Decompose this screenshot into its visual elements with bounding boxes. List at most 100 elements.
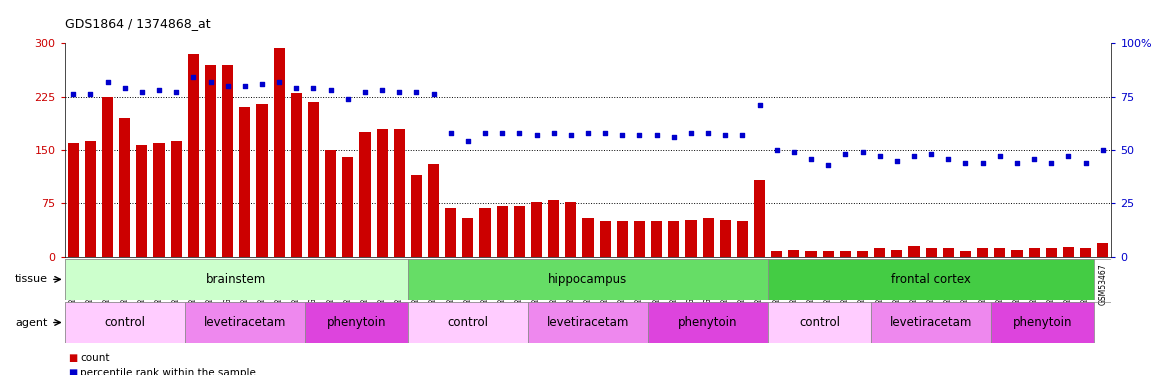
- Point: [425, 92, 443, 98]
- Point: [888, 158, 907, 164]
- Point: [149, 87, 168, 93]
- Text: control: control: [105, 316, 145, 329]
- Bar: [85, 141, 96, 257]
- Bar: [960, 251, 971, 257]
- Bar: [737, 221, 748, 257]
- Text: ■: ■: [68, 353, 78, 363]
- Bar: [994, 248, 1005, 257]
- Bar: [874, 248, 886, 257]
- Point: [510, 130, 529, 136]
- Point: [956, 160, 975, 166]
- Bar: [462, 217, 474, 257]
- Point: [493, 130, 512, 136]
- Bar: [840, 251, 851, 257]
- Bar: [205, 64, 216, 257]
- Bar: [325, 150, 336, 257]
- Point: [1076, 160, 1095, 166]
- Text: count: count: [80, 353, 109, 363]
- Point: [133, 89, 152, 95]
- Point: [1008, 160, 1027, 166]
- Bar: [496, 206, 508, 257]
- Point: [784, 149, 803, 155]
- Bar: [410, 175, 422, 257]
- Bar: [754, 180, 766, 257]
- Bar: [136, 145, 147, 257]
- Text: tissue: tissue: [14, 274, 47, 284]
- Bar: [634, 221, 646, 257]
- Point: [201, 79, 220, 85]
- Point: [253, 81, 272, 87]
- Point: [1094, 147, 1112, 153]
- Text: hippocampus: hippocampus: [548, 273, 628, 286]
- Text: frontal cortex: frontal cortex: [891, 273, 971, 286]
- Bar: [65, 302, 185, 343]
- Point: [716, 132, 735, 138]
- Bar: [686, 220, 696, 257]
- Bar: [702, 217, 714, 257]
- Bar: [943, 248, 954, 257]
- Point: [596, 130, 615, 136]
- Text: control: control: [800, 316, 840, 329]
- Point: [81, 92, 100, 98]
- Bar: [102, 97, 113, 257]
- Point: [767, 147, 786, 153]
- Point: [613, 132, 632, 138]
- Point: [647, 132, 666, 138]
- Text: phenytoin: phenytoin: [327, 316, 386, 329]
- Point: [339, 96, 358, 102]
- Bar: [408, 302, 528, 343]
- Bar: [1097, 243, 1108, 257]
- Text: phenytoin: phenytoin: [679, 316, 737, 329]
- Bar: [1080, 248, 1091, 257]
- Bar: [1063, 247, 1074, 257]
- Bar: [768, 259, 1094, 300]
- Bar: [600, 221, 610, 257]
- Bar: [428, 164, 439, 257]
- Point: [269, 79, 288, 85]
- Text: ■: ■: [68, 368, 78, 375]
- Bar: [977, 248, 988, 257]
- Point: [802, 156, 821, 162]
- Bar: [188, 54, 199, 257]
- Bar: [991, 302, 1094, 343]
- Bar: [1045, 248, 1057, 257]
- Point: [1060, 153, 1078, 159]
- Point: [733, 132, 751, 138]
- Bar: [446, 209, 456, 257]
- Bar: [566, 202, 576, 257]
- Bar: [394, 129, 405, 257]
- Text: control: control: [447, 316, 488, 329]
- Bar: [239, 107, 250, 257]
- Bar: [514, 206, 524, 257]
- Point: [373, 87, 392, 93]
- Point: [183, 74, 202, 80]
- Bar: [342, 157, 353, 257]
- Point: [870, 153, 889, 159]
- Bar: [68, 143, 79, 257]
- Point: [853, 149, 871, 155]
- Bar: [926, 248, 937, 257]
- Point: [527, 132, 546, 138]
- Point: [287, 85, 306, 91]
- Text: agent: agent: [15, 318, 47, 327]
- Point: [544, 130, 563, 136]
- Bar: [648, 302, 768, 343]
- Bar: [256, 104, 268, 257]
- Bar: [768, 302, 871, 343]
- Point: [750, 102, 769, 108]
- Point: [990, 153, 1009, 159]
- Bar: [154, 143, 165, 257]
- Bar: [548, 200, 560, 257]
- Bar: [823, 251, 834, 257]
- Point: [441, 130, 460, 136]
- Bar: [480, 209, 490, 257]
- Bar: [616, 221, 628, 257]
- Bar: [308, 102, 319, 257]
- Bar: [788, 250, 800, 257]
- Point: [167, 89, 186, 95]
- Point: [1024, 156, 1043, 162]
- Bar: [528, 302, 648, 343]
- Point: [818, 162, 837, 168]
- Point: [390, 89, 409, 95]
- Point: [305, 85, 323, 91]
